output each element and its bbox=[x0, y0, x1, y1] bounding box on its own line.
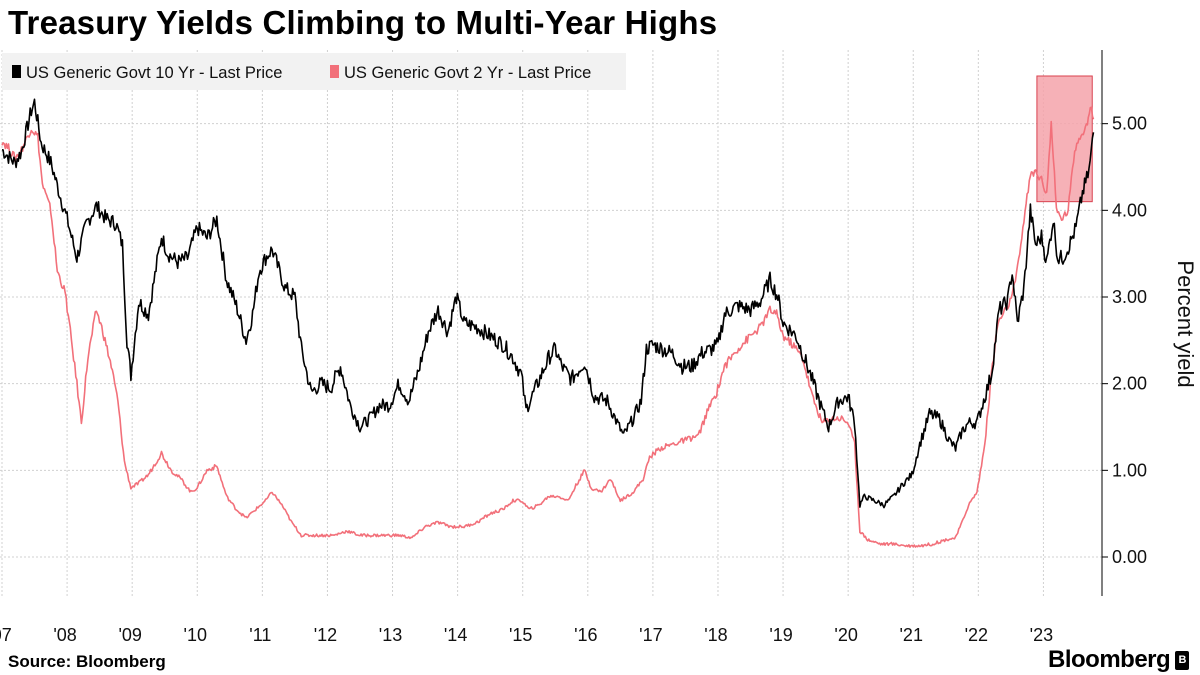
x-tick-label: '17 bbox=[639, 625, 662, 645]
y-tick-label: 4.00 bbox=[1112, 200, 1147, 220]
x-tick-label: '11 bbox=[249, 625, 271, 645]
x-tick-label: '19 bbox=[769, 625, 792, 645]
legend-background bbox=[2, 53, 626, 90]
x-tick-label: '09 bbox=[118, 625, 141, 645]
source-note: Source: Bloomberg bbox=[8, 652, 166, 671]
x-tick-label: '07 bbox=[0, 625, 12, 645]
y-axis-label: Percent yield bbox=[1173, 260, 1198, 387]
legend-swatch-2yr bbox=[330, 65, 339, 78]
y-tick-label: 2.00 bbox=[1112, 374, 1147, 394]
legend-swatch-10yr bbox=[12, 65, 21, 78]
x-tick-label: '12 bbox=[314, 625, 337, 645]
x-tick-label: '13 bbox=[379, 625, 402, 645]
series-line-10yr bbox=[1, 98, 1095, 509]
y-tick-label: 3.00 bbox=[1112, 287, 1147, 307]
legend-label-2yr: US Generic Govt 2 Yr - Last Price bbox=[344, 64, 591, 82]
brand-name: Bloomberg bbox=[1048, 646, 1171, 673]
bloomberg-logo: Bloomberg B bbox=[1048, 646, 1190, 674]
x-tick-label: '08 bbox=[53, 625, 76, 645]
series-line-2yr bbox=[1, 106, 1095, 548]
series-lines bbox=[1, 98, 1095, 548]
highlight-box bbox=[1036, 75, 1093, 203]
x-tick-label: '23 bbox=[1030, 625, 1053, 645]
highlight-layer bbox=[1036, 75, 1093, 203]
x-tick-label: '18 bbox=[704, 625, 727, 645]
x-tick-label: '20 bbox=[834, 625, 857, 645]
x-tick-label: '15 bbox=[509, 625, 532, 645]
x-tick-label: '14 bbox=[444, 625, 467, 645]
x-tick-label: '22 bbox=[965, 625, 988, 645]
gridlines bbox=[0, 50, 1102, 596]
y-tick-label: 0.00 bbox=[1112, 547, 1147, 567]
legend: US Generic Govt 10 Yr - Last Price US Ge… bbox=[2, 53, 626, 90]
y-tick-label: 1.00 bbox=[1112, 460, 1147, 480]
x-tick-label: '21 bbox=[900, 625, 923, 645]
page-title: Treasury Yields Climbing to Multi-Year H… bbox=[8, 4, 718, 41]
brand-badge-icon: B bbox=[1175, 650, 1190, 670]
axes: 0.00 1.00 2.00 3.00 4.00 5.00 '07 '08 '09 '10 '11 '… bbox=[0, 50, 1147, 645]
y-tick-label: 5.00 bbox=[1112, 114, 1147, 134]
x-tick-label: '16 bbox=[574, 625, 597, 645]
legend-label-10yr: US Generic Govt 10 Yr - Last Price bbox=[26, 64, 282, 82]
x-tick-label: '10 bbox=[184, 625, 207, 645]
